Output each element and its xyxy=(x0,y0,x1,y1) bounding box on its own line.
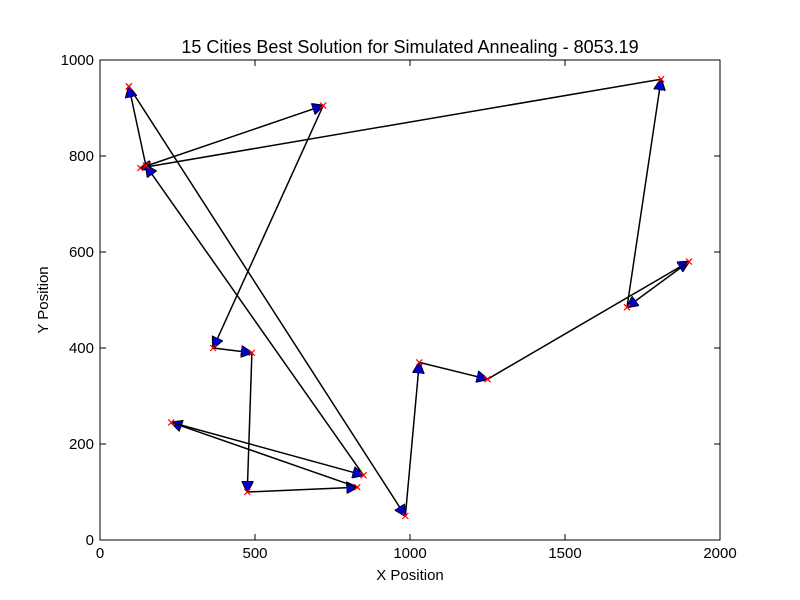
x-axis-label: X Position xyxy=(376,567,444,584)
route-segment xyxy=(213,105,324,348)
route-segment xyxy=(128,85,406,516)
y-tick-label: 0 xyxy=(86,532,94,549)
city-marker-stroke xyxy=(484,375,491,383)
city-point xyxy=(125,82,133,90)
city-marker-stroke xyxy=(136,164,144,172)
city-point xyxy=(167,418,175,426)
route-segment xyxy=(627,260,690,308)
city-point xyxy=(319,102,327,110)
city-point xyxy=(360,471,367,479)
x-tick-label: 0 xyxy=(96,545,104,562)
route-segments xyxy=(129,79,689,516)
city-marker-stroke xyxy=(125,82,133,90)
x-axis-ticks: 0 500 1000 1500 2000 xyxy=(96,60,737,562)
route-segment xyxy=(129,86,147,166)
city-point xyxy=(142,162,150,170)
city-marker-stroke xyxy=(243,488,251,496)
city-markers xyxy=(125,75,693,520)
x-tick-label: 1500 xyxy=(548,545,581,562)
city-point xyxy=(243,488,251,496)
city-marker-stroke xyxy=(401,512,409,520)
route-segment xyxy=(140,106,323,169)
city-marker-stroke xyxy=(319,102,327,110)
route-segment xyxy=(140,78,662,168)
city-point xyxy=(685,258,693,266)
chart-title: 15 Cities Best Solution for Simulated An… xyxy=(181,37,638,57)
city-marker-stroke xyxy=(685,258,693,266)
city-marker-stroke xyxy=(657,75,665,83)
city-point xyxy=(484,375,491,383)
y-axis-label: Y Position xyxy=(35,266,52,333)
route-segment xyxy=(419,361,487,379)
city-point xyxy=(353,483,361,491)
city-marker-stroke xyxy=(142,162,150,170)
x-tick-label: 1000 xyxy=(393,545,426,562)
x-tick-label: 2000 xyxy=(703,545,736,562)
city-point xyxy=(209,344,217,352)
city-point xyxy=(401,512,409,520)
city-point xyxy=(657,75,665,83)
route-segment xyxy=(247,487,357,492)
city-point xyxy=(623,303,631,311)
x-tick-label: 500 xyxy=(242,545,267,562)
route-segment xyxy=(213,348,252,353)
city-point xyxy=(248,349,256,357)
y-tick-label: 400 xyxy=(69,340,94,357)
y-tick-label: 1000 xyxy=(61,52,94,69)
city-marker-stroke xyxy=(167,418,175,426)
y-tick-label: 800 xyxy=(69,148,94,165)
city-marker-stroke xyxy=(248,349,256,357)
route-segment xyxy=(404,362,419,517)
city-marker-stroke xyxy=(353,483,361,491)
city-point xyxy=(136,164,144,172)
route-segment xyxy=(247,352,252,492)
route-segment xyxy=(171,421,363,475)
y-tick-label: 200 xyxy=(69,436,94,453)
y-axis-ticks: 0 200 400 600 800 1000 xyxy=(61,52,720,549)
city-point xyxy=(415,358,423,366)
city-marker-stroke xyxy=(360,471,367,479)
city-marker-stroke xyxy=(209,344,217,352)
y-tick-label: 600 xyxy=(69,244,94,261)
route-segment xyxy=(626,79,661,308)
route-segment xyxy=(171,422,358,488)
city-marker-stroke xyxy=(623,303,631,311)
city-marker-stroke xyxy=(415,358,423,366)
route-segment xyxy=(487,262,690,380)
route-segment xyxy=(146,166,365,476)
